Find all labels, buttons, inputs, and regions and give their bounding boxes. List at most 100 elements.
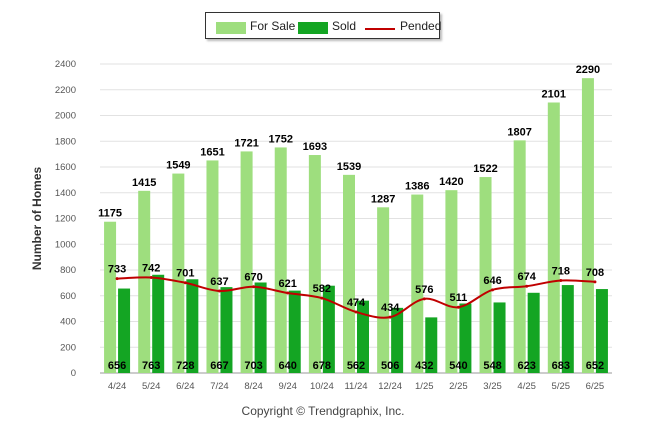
bar-for-sale xyxy=(479,177,492,373)
point-pended xyxy=(491,288,495,292)
bar-for-sale xyxy=(138,190,151,373)
bar-for-sale xyxy=(240,151,253,373)
label-sold: 703 xyxy=(244,360,262,372)
point-pended xyxy=(320,296,324,300)
x-tick-label: 7/24 xyxy=(210,381,229,392)
bar-sold xyxy=(561,285,574,373)
point-pended xyxy=(422,297,426,301)
bar-sold xyxy=(186,279,199,373)
point-pended xyxy=(115,277,119,281)
x-tick-label: 8/24 xyxy=(244,381,263,392)
label-for-sale: 1752 xyxy=(268,133,292,145)
x-tick-label: 4/24 xyxy=(108,381,127,392)
point-pended xyxy=(388,315,392,319)
label-sold: 640 xyxy=(279,360,297,372)
x-tick-label: 4/25 xyxy=(517,381,536,392)
x-tick-label: 5/25 xyxy=(552,381,571,392)
label-for-sale: 1807 xyxy=(507,126,531,138)
bar-sold xyxy=(118,288,131,373)
label-for-sale: 1287 xyxy=(371,193,395,205)
bar-sold xyxy=(152,274,165,373)
label-sold: 562 xyxy=(347,360,365,372)
label-sold: 683 xyxy=(552,360,570,372)
x-tick-label: 6/25 xyxy=(586,381,605,392)
bar-sold xyxy=(288,290,301,373)
legend-swatch-sold xyxy=(298,22,328,34)
bar-for-sale xyxy=(104,221,117,373)
label-sold: 763 xyxy=(142,360,160,372)
bar-sold xyxy=(220,287,233,373)
y-tick-label: 1800 xyxy=(55,136,76,147)
x-tick-label: 9/24 xyxy=(278,381,297,392)
bar-sold xyxy=(254,282,267,373)
label-for-sale: 1721 xyxy=(234,137,258,149)
bar-for-sale xyxy=(308,155,321,373)
bar-sold xyxy=(357,300,369,373)
label-pended: 701 xyxy=(176,268,194,280)
bar-sold xyxy=(322,285,335,373)
x-tick-label: 5/24 xyxy=(142,381,161,392)
label-for-sale: 1549 xyxy=(166,160,190,172)
x-tick-label: 3/25 xyxy=(483,381,502,392)
label-for-sale: 1420 xyxy=(439,176,463,188)
label-for-sale: 1175 xyxy=(98,208,122,220)
label-for-sale: 1693 xyxy=(303,141,327,153)
y-tick-label: 200 xyxy=(60,342,76,353)
y-tick-label: 2400 xyxy=(55,59,76,70)
copyright-text: Copyright © Trendgraphix, Inc. xyxy=(241,404,405,418)
point-pended xyxy=(354,310,358,314)
label-pended: 474 xyxy=(347,297,366,309)
y-tick-label: 1400 xyxy=(55,188,76,199)
label-sold: 656 xyxy=(108,360,126,372)
point-pended xyxy=(286,291,290,295)
y-tick-label: 600 xyxy=(60,291,76,302)
x-tick-label: 1/25 xyxy=(415,381,434,392)
legend-swatch-pended xyxy=(365,28,395,30)
label-pended: 511 xyxy=(450,292,468,304)
y-tick-label: 1600 xyxy=(55,162,76,173)
x-tick-label: 2/25 xyxy=(449,381,468,392)
label-for-sale: 1651 xyxy=(200,146,224,158)
y-tick-label: 2200 xyxy=(55,85,76,96)
y-tick-label: 0 xyxy=(71,368,76,379)
y-tick-label: 1000 xyxy=(55,239,76,250)
point-pended xyxy=(456,305,460,309)
point-pended xyxy=(217,289,221,293)
bar-for-sale xyxy=(411,194,424,373)
label-sold: 728 xyxy=(176,360,194,372)
legend-swatch-for-sale xyxy=(216,22,246,34)
x-tick-label: 12/24 xyxy=(378,381,402,392)
label-pended: 708 xyxy=(586,267,604,279)
bar-for-sale xyxy=(172,173,185,373)
y-tick-label: 2000 xyxy=(55,111,76,122)
label-pended: 733 xyxy=(108,264,126,276)
y-tick-label: 1200 xyxy=(55,214,76,225)
point-pended xyxy=(149,275,153,279)
label-pended: 718 xyxy=(552,266,570,278)
bar-for-sale xyxy=(206,160,219,373)
y-tick-label: 400 xyxy=(60,317,76,328)
bar-for-sale xyxy=(274,147,287,373)
bar-for-sale xyxy=(581,78,594,373)
label-sold: 652 xyxy=(586,360,604,372)
bar-sold xyxy=(459,303,472,373)
label-sold: 548 xyxy=(483,360,501,372)
point-pended xyxy=(183,281,187,285)
label-pended: 434 xyxy=(381,302,400,314)
bar-sold xyxy=(527,292,540,373)
bar-for-sale xyxy=(513,140,526,373)
bar-for-sale xyxy=(343,174,355,373)
y-axis-title: Number of Homes xyxy=(30,167,44,271)
label-sold: 678 xyxy=(313,360,331,372)
label-for-sale: 1539 xyxy=(337,161,361,173)
bar-for-sale xyxy=(445,190,458,373)
legend-label-for-sale: For Sale xyxy=(250,19,296,33)
label-pended: 742 xyxy=(142,262,160,274)
label-for-sale: 2101 xyxy=(542,88,566,100)
x-tick-label: 6/24 xyxy=(176,381,195,392)
label-pended: 637 xyxy=(210,276,228,288)
label-pended: 576 xyxy=(415,284,433,296)
label-pended: 646 xyxy=(483,275,501,287)
label-pended: 670 xyxy=(244,272,262,284)
bar-for-sale xyxy=(547,102,560,373)
